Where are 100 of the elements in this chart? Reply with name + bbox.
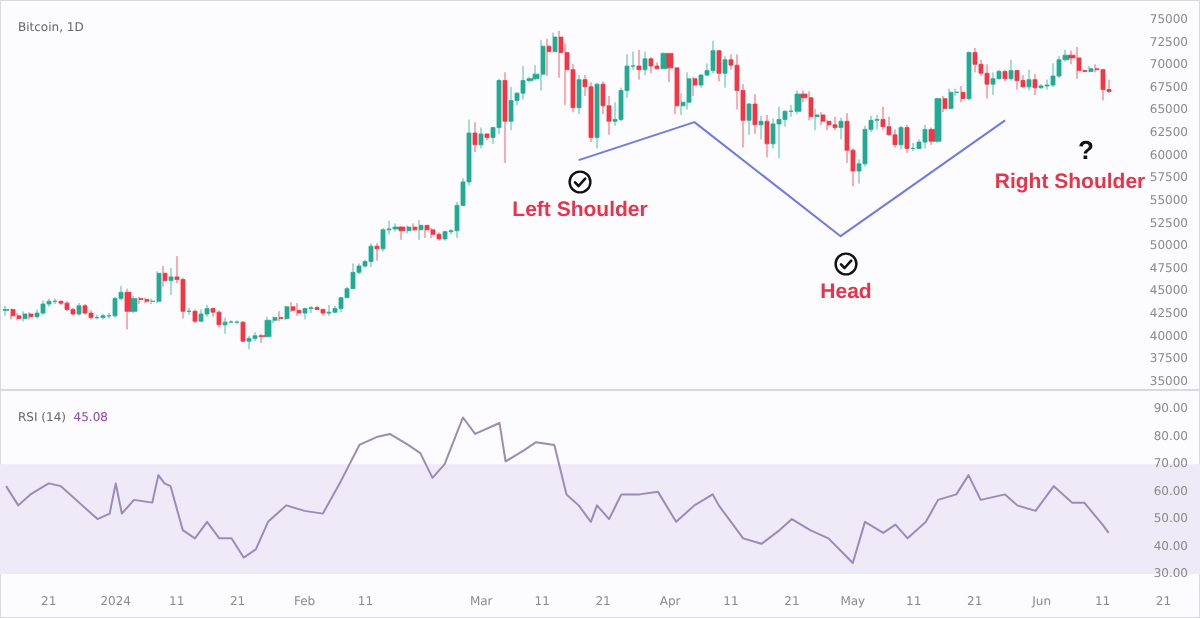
candlestick <box>746 102 752 136</box>
candlestick <box>722 55 728 89</box>
candlestick <box>320 308 326 317</box>
candlestick <box>636 49 642 81</box>
candlestick <box>752 93 758 135</box>
candlestick <box>478 127 484 149</box>
candlestick <box>984 63 990 100</box>
candlestick <box>540 39 546 91</box>
candlestick <box>186 307 192 316</box>
candlestick <box>10 308 16 320</box>
candlestick <box>278 310 284 322</box>
candlestick <box>686 71 692 110</box>
candlestick <box>960 85 966 103</box>
candlestick <box>910 142 916 152</box>
candlestick <box>284 305 290 321</box>
candlestick <box>942 95 948 113</box>
candlestick <box>1076 46 1082 80</box>
candlestick <box>156 271 162 304</box>
candlestick <box>904 124 910 154</box>
candlestick <box>832 116 838 131</box>
candlestick <box>326 304 332 317</box>
candlestick <box>162 265 168 288</box>
candlestick <box>442 230 448 242</box>
candlestick <box>838 117 844 140</box>
annotation: Right Shoulder <box>994 170 1146 194</box>
candlestick <box>794 90 802 115</box>
candlestick <box>22 310 28 322</box>
candlestick <box>350 262 356 290</box>
candlestick <box>82 303 88 316</box>
candlestick <box>1088 65 1094 73</box>
candlestick <box>424 224 430 239</box>
candlestick <box>922 124 928 149</box>
candlestick <box>216 309 222 328</box>
candlestick <box>290 301 296 313</box>
candlestick <box>368 243 374 268</box>
candlestick <box>374 243 380 261</box>
candlestick <box>484 133 490 141</box>
candlestick <box>40 300 46 316</box>
candlestick <box>710 40 716 74</box>
candlestick <box>332 305 338 314</box>
candlestick <box>436 232 442 242</box>
candlestick <box>648 56 654 74</box>
annotation: Head <box>820 280 872 304</box>
candlestick <box>1020 74 1026 89</box>
candlestick <box>64 300 70 312</box>
candlestick <box>314 305 320 311</box>
candlestick <box>76 302 82 317</box>
candlestick <box>1014 69 1020 90</box>
candlestick <box>898 125 904 150</box>
candlestick <box>948 88 954 110</box>
candlestick <box>94 314 100 320</box>
candlestick <box>520 65 526 100</box>
candlestick <box>966 51 972 101</box>
candlestick <box>296 302 302 317</box>
candlestick <box>1100 68 1106 101</box>
candlestick <box>764 114 770 158</box>
candlestick <box>1002 69 1008 82</box>
candlestick <box>1026 69 1032 91</box>
candlestick <box>234 319 240 325</box>
candlestick <box>508 86 514 131</box>
candlestick <box>58 300 64 306</box>
candlestick <box>472 121 478 153</box>
candlestick <box>430 227 436 239</box>
candlestick <box>880 106 886 131</box>
candlestick <box>588 81 594 143</box>
candlestick <box>264 316 272 338</box>
candlestick <box>168 267 174 296</box>
candlestick <box>398 225 406 241</box>
annotation: ? <box>1078 135 1095 165</box>
candlestick <box>814 108 820 131</box>
candlestick <box>928 127 936 146</box>
candlestick <box>808 90 814 121</box>
candlestick <box>594 82 600 149</box>
candlestick <box>874 114 880 130</box>
candlestick <box>192 309 198 324</box>
candlestick <box>552 32 558 53</box>
candlestick <box>692 76 698 97</box>
candlestick <box>124 288 132 330</box>
candlestick <box>758 115 764 140</box>
candlestick <box>222 317 228 335</box>
candlestick <box>246 335 252 350</box>
candlestick <box>380 227 386 252</box>
candlestick <box>302 307 308 320</box>
candlestick <box>1032 73 1038 96</box>
candlestick <box>198 309 204 323</box>
candlestick <box>204 304 210 318</box>
candlestick <box>546 38 552 77</box>
line-series <box>5 416 1110 565</box>
candlestick <box>776 106 782 159</box>
candlestick <box>826 119 832 131</box>
candlestick <box>1050 62 1056 88</box>
candlestick <box>972 47 978 73</box>
candlestick <box>2 305 10 317</box>
candlestick <box>934 97 942 144</box>
candlestick <box>990 71 996 96</box>
candlestick <box>576 74 582 115</box>
annotation: Left Shoulder <box>512 198 648 222</box>
candlestick <box>418 219 424 241</box>
candlestick <box>240 320 246 343</box>
candlestick <box>1056 55 1062 79</box>
